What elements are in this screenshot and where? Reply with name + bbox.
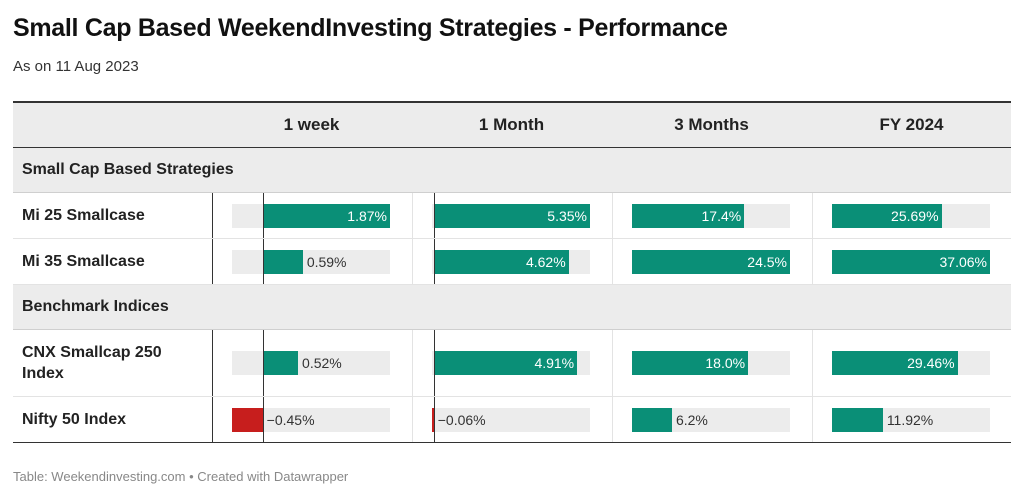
value-label: 4.62%	[525, 254, 566, 270]
value-bar	[232, 408, 263, 432]
column-header: 1 week	[283, 115, 340, 134]
page-subtitle: As on 11 Aug 2023	[13, 58, 139, 75]
bar-cell: 29.46%	[812, 330, 1011, 396]
column-divider	[812, 239, 813, 284]
bar-cell: 1.87%	[212, 193, 411, 238]
row-label: Nifty 50 Index	[22, 411, 127, 428]
value-bar	[262, 204, 390, 228]
value-label: 1.87%	[347, 208, 387, 224]
zero-axis-line	[433, 239, 435, 284]
bar-cell: 6.2%	[612, 397, 811, 442]
column-header: 3 Months	[674, 115, 749, 134]
value-bar	[433, 250, 569, 274]
zero-axis-line	[262, 330, 264, 396]
bar-cell: 0.59%	[212, 239, 411, 284]
bar-cell: 11.92%	[812, 397, 1011, 442]
source-footer: Table: Weekendinvesting.com • Created wi…	[13, 469, 349, 484]
value-bar	[632, 351, 749, 375]
bar-cell: 4.62%	[412, 239, 611, 284]
zero-axis-line	[262, 193, 264, 238]
bar-cell: 25.69%	[812, 193, 1011, 238]
bar-cell: −0.45%	[212, 397, 411, 442]
value-bar	[832, 408, 883, 432]
bar-cell: 5.35%	[412, 193, 611, 238]
bar-cell: −0.06%	[412, 397, 611, 442]
group-row: Benchmark Indices	[13, 285, 1011, 330]
column-divider	[612, 330, 613, 396]
bar-track	[432, 408, 590, 432]
value-label: 17.4%	[701, 208, 742, 224]
value-bar	[262, 250, 303, 274]
column-divider	[612, 239, 613, 284]
group-label: Benchmark Indices	[22, 298, 169, 315]
column-divider	[212, 193, 213, 238]
value-bar	[832, 250, 990, 274]
table-row: Mi 25 Smallcase 1.87% 5.35% 17.4% 25.69%	[13, 193, 1011, 239]
value-label: 18.0%	[705, 355, 746, 371]
value-label: 37.06%	[939, 254, 987, 270]
column-divider	[412, 193, 413, 238]
column-divider	[212, 397, 213, 442]
value-bar	[632, 204, 745, 228]
table-header-row: 1 week 1 Month 3 Months FY 2024	[13, 101, 1011, 148]
column-divider	[412, 239, 413, 284]
value-bar	[433, 204, 590, 228]
group-label: Small Cap Based Strategies	[22, 161, 234, 178]
value-bar	[832, 351, 958, 375]
value-label: 6.2%	[675, 412, 708, 428]
column-divider	[212, 239, 213, 284]
value-label: 0.52%	[302, 355, 342, 371]
value-label: 11.92%	[886, 412, 934, 428]
bar-cell: 37.06%	[812, 239, 1011, 284]
bar-track	[232, 250, 390, 274]
performance-table: 1 week 1 Month 3 Months FY 2024 Small Cap B…	[13, 101, 1011, 443]
value-label: 24.5%	[747, 254, 787, 270]
zero-axis-line	[433, 330, 435, 396]
column-header: FY 2024	[879, 115, 944, 134]
column-divider	[212, 330, 213, 396]
group-row: Small Cap Based Strategies	[13, 148, 1011, 193]
column-divider	[812, 397, 813, 442]
value-bar	[632, 250, 790, 274]
value-label: 25.69%	[891, 208, 939, 224]
bar-track	[232, 351, 390, 375]
table-row: Mi 35 Smallcase 0.59% 4.62% 24.5% 37.06%	[13, 239, 1011, 285]
value-bar	[432, 408, 434, 432]
bar-cell: 4.91%	[412, 330, 611, 396]
zero-axis-line	[262, 239, 264, 284]
table-row: CNX Smallcap 250 Index 0.52% 4.91% 18.0% 29.…	[13, 330, 1011, 397]
column-header: 1 Month	[478, 115, 545, 134]
bar-cell: 17.4%	[612, 193, 811, 238]
value-bar	[632, 408, 672, 432]
value-label: −0.06%	[437, 412, 486, 428]
value-label: −0.45%	[266, 412, 315, 428]
value-label: 5.35%	[547, 208, 587, 224]
bar-cell: 18.0%	[612, 330, 811, 396]
zero-axis-line	[262, 397, 264, 442]
value-bar	[832, 204, 942, 228]
page-title: Small Cap Based WeekendInvesting Strateg…	[13, 14, 728, 42]
column-divider	[412, 330, 413, 396]
table-row: Nifty 50 Index −0.45% −0.06% 6.2% 11.92%	[13, 397, 1011, 443]
value-bar	[433, 351, 578, 375]
zero-axis-line	[433, 193, 435, 238]
column-divider	[612, 193, 613, 238]
column-divider	[812, 330, 813, 396]
column-divider	[412, 397, 413, 442]
column-divider	[812, 193, 813, 238]
value-label: 4.91%	[534, 355, 575, 371]
row-label: CNX Smallcap 250 Index	[22, 344, 162, 382]
row-label: Mi 25 Smallcase	[22, 207, 145, 224]
row-label: Mi 35 Smallcase	[22, 253, 145, 270]
bar-cell: 24.5%	[612, 239, 811, 284]
value-label: 29.46%	[907, 355, 955, 371]
value-bar	[262, 351, 299, 375]
column-divider	[612, 397, 613, 442]
zero-axis-line	[433, 397, 435, 442]
value-label: 0.59%	[306, 254, 347, 270]
bar-cell: 0.52%	[212, 330, 411, 396]
